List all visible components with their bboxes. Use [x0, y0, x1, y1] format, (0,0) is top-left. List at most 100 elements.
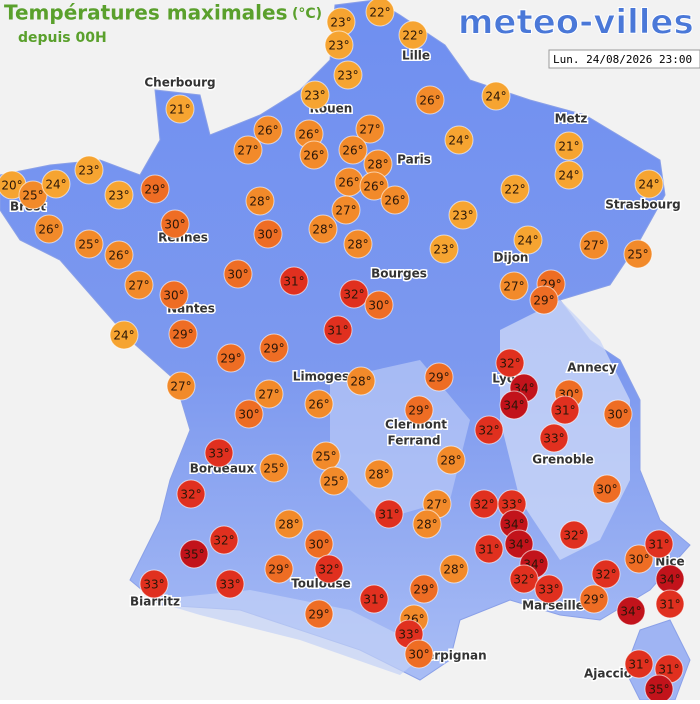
temperature-label: 30°: [227, 268, 248, 282]
city-label: Dijon: [494, 251, 529, 265]
temperature-marker: [481, 81, 511, 111]
temperature-label: 31°: [378, 508, 399, 522]
temperature-marker: [624, 649, 654, 679]
date-box: [548, 49, 700, 69]
temperature-marker: [513, 225, 543, 255]
temperature-marker: [339, 279, 369, 309]
temperature-marker: [139, 569, 169, 599]
temperature-label: 28°: [368, 468, 389, 482]
logo: meteo-villes: [458, 3, 694, 43]
temperature-marker: [300, 80, 330, 110]
temperature-label: 28°: [440, 454, 461, 468]
temperature-marker: [304, 529, 334, 559]
temperature-label: 27°: [335, 204, 356, 218]
city-label: Cherbourg: [144, 76, 215, 90]
temperature-marker: [436, 445, 466, 475]
temperature-marker: [655, 589, 685, 619]
temperature-label: 27°: [237, 144, 258, 158]
temperature-label: 31°: [478, 543, 499, 557]
temperature-marker: [274, 509, 304, 539]
temperature-label: 28°: [312, 223, 333, 237]
temperature-label: 23°: [337, 69, 358, 83]
temperature-label: 29°: [172, 328, 193, 342]
temperature-marker: [448, 200, 478, 230]
temperature-marker: [104, 180, 134, 210]
temperature-marker: [415, 85, 445, 115]
temperature-label: 25°: [22, 189, 43, 203]
temperature-label: 35°: [648, 683, 669, 697]
temperature-marker: [424, 362, 454, 392]
temperature-marker: [499, 271, 529, 301]
temperature-label: 26°: [342, 144, 363, 158]
temperature-marker: [412, 509, 442, 539]
temperature-marker: [253, 219, 283, 249]
temperature-marker: [539, 423, 569, 453]
temperature-label: 27°: [583, 239, 604, 253]
temperature-label: 32°: [213, 534, 234, 548]
temperature-label: 30°: [257, 228, 278, 242]
temperature-marker: [168, 319, 198, 349]
temperature-label: 26°: [38, 223, 59, 237]
temperature-label: 29°: [408, 404, 429, 418]
temperature-label: 31°: [327, 324, 348, 338]
temperature-label: 29°: [533, 294, 554, 308]
city-label: Metz: [555, 112, 588, 126]
temperature-label: 32°: [513, 573, 534, 587]
temperature-label: 27°: [359, 123, 380, 137]
temperature-label: 30°: [596, 483, 617, 497]
city-label: Grenoble: [532, 453, 594, 467]
temperature-marker: [259, 453, 289, 483]
temperature-label: 24°: [113, 329, 134, 343]
temperature-label: 23°: [328, 39, 349, 53]
temperature-label: 28°: [443, 563, 464, 577]
temperature-marker: [74, 155, 104, 185]
city-label: Bordeaux: [190, 462, 255, 476]
temperature-marker: [474, 415, 504, 445]
temperature-marker: [603, 399, 633, 429]
temperature-marker: [204, 438, 234, 468]
temperature-label: 23°: [78, 164, 99, 178]
temperature-label: 28°: [278, 518, 299, 532]
temperature-marker: [233, 135, 263, 165]
temperature-marker: [223, 259, 253, 289]
temperature-label: 20°: [1, 179, 22, 193]
temperature-marker: [559, 520, 589, 550]
temperature-marker: [365, 0, 395, 27]
temperature-marker: [439, 554, 469, 584]
temperature-marker: [380, 185, 410, 215]
temperature-label: 25°: [627, 248, 648, 262]
temperature-label: 30°: [163, 289, 184, 303]
subtitle: depuis 00H: [18, 30, 107, 46]
city-label: Ajaccio: [584, 667, 632, 681]
temperature-label: 22°: [504, 183, 525, 197]
temperature-marker: [579, 230, 609, 260]
temperature-marker: [364, 290, 394, 320]
temperature-marker: [34, 214, 64, 244]
temperature-label: 34°: [508, 538, 529, 552]
city-label: Bourges: [371, 267, 427, 281]
temperature-label: 30°: [368, 299, 389, 313]
temperature-label: 28°: [347, 238, 368, 252]
temperature-label: 22°: [369, 6, 390, 20]
temperature-label: 26°: [257, 124, 278, 138]
temperature-marker: [234, 399, 264, 429]
temperature-label: 33°: [398, 628, 419, 642]
temperature-label: 26°: [108, 249, 129, 263]
temperature-label: 28°: [249, 195, 270, 209]
temperature-marker: [346, 366, 376, 396]
temperature-label: 26°: [298, 128, 319, 142]
temperature-label: 21°: [169, 103, 190, 117]
temperature-marker: [324, 30, 354, 60]
temperature-label: 32°: [595, 568, 616, 582]
temperature-label: 29°: [268, 563, 289, 577]
temperature-label: 31°: [659, 598, 680, 612]
temperature-label: 22°: [402, 29, 423, 43]
temperature-label: 26°: [308, 398, 329, 412]
temperature-label: 30°: [238, 408, 259, 422]
temperature-label: 21°: [558, 140, 579, 154]
temperature-marker: [216, 343, 246, 373]
temperature-marker: [359, 584, 389, 614]
temperature-marker: [623, 239, 653, 269]
temperature-label: 29°: [220, 352, 241, 366]
title: Températures maximales: [4, 1, 287, 25]
